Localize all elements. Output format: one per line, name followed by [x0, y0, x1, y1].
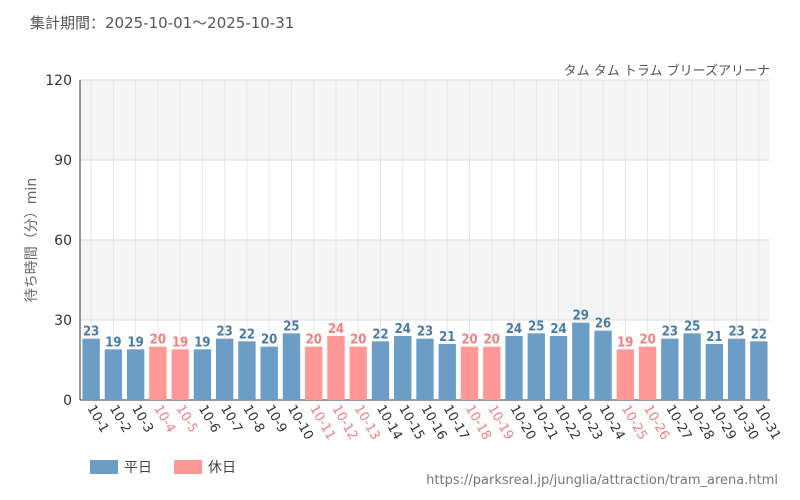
bar-10-29: [705, 344, 724, 400]
x-tick-label: 10-9: [262, 403, 290, 436]
bar-value-label: 23: [417, 325, 433, 340]
chart-title: タム タム トラム ブリーズアリーナ: [563, 64, 770, 79]
bar-10-12: [327, 336, 345, 400]
bar-value-label: 19: [128, 335, 144, 350]
bar-value-label: 23: [662, 325, 678, 340]
bar-10-31: [750, 341, 768, 400]
legend-item-holiday[interactable]: 休日: [174, 457, 236, 477]
bar-value-label: 26: [595, 317, 611, 332]
bar-10-4: [149, 346, 167, 400]
source-url[interactable]: https://parksreal.jp/junglia/attraction/…: [426, 473, 778, 488]
bar-10-27: [661, 338, 679, 400]
bar-value-label: 19: [194, 335, 210, 350]
y-tick-label: 90: [54, 153, 72, 169]
bar-10-30: [727, 338, 746, 400]
bar-value-label: 20: [150, 333, 166, 348]
bar-value-label: 23: [217, 325, 233, 340]
bar-10-24: [594, 330, 612, 400]
bar-10-22: [549, 336, 568, 400]
bar-10-17: [438, 344, 456, 400]
bar-value-label: 19: [105, 335, 121, 350]
bar-10-9: [260, 346, 278, 400]
bar-value-label: 20: [461, 333, 477, 348]
y-tick-label: 30: [54, 313, 72, 329]
bar-10-20: [505, 336, 523, 400]
x-tick-label: 10-4: [150, 403, 178, 436]
bar-10-8: [238, 341, 256, 400]
bar-10-7: [215, 338, 234, 400]
bar-10-18: [460, 346, 479, 400]
bar-value-label: 23: [83, 325, 99, 340]
bar-10-21: [527, 333, 545, 400]
bar-10-14: [371, 341, 390, 400]
x-tick-label: 10-7: [217, 403, 245, 436]
bar-10-13: [349, 346, 367, 400]
period-label: 集計期間：2025-10-01～2025-10-31: [30, 14, 295, 32]
bar-value-label: 20: [306, 333, 322, 348]
bar-value-label: 21: [706, 330, 722, 345]
bar-value-label: 23: [728, 325, 744, 340]
bar-value-label: 19: [172, 335, 188, 350]
y-tick-label: 120: [45, 73, 72, 89]
bar-10-10: [282, 333, 301, 400]
bar-10-1: [82, 338, 100, 400]
bar-value-label: 24: [550, 322, 566, 337]
bar-value-label: 24: [328, 322, 344, 337]
bar-value-label: 22: [372, 327, 388, 342]
bar-10-28: [683, 333, 701, 400]
bar-10-6: [193, 349, 212, 400]
bar-10-26: [638, 346, 657, 400]
bar-value-label: 20: [639, 333, 655, 348]
legend: 平日 休日: [90, 457, 258, 477]
bar-10-5: [171, 349, 189, 400]
y-tick-label: 60: [54, 233, 72, 249]
legend-item-weekday[interactable]: 平日: [90, 457, 152, 477]
bar-10-2: [104, 349, 123, 400]
x-tick-label: 10-2: [106, 403, 134, 436]
bar-10-16: [416, 338, 434, 400]
bar-value-label: 20: [261, 333, 277, 348]
y-axis-label: 待ち時間（分）min: [24, 178, 40, 302]
bar-10-25: [616, 349, 635, 400]
bar-value-label: 21: [439, 330, 455, 345]
x-tick-label: 10-3: [128, 403, 156, 436]
bar-value-label: 25: [684, 319, 700, 334]
bar-10-15: [394, 336, 412, 400]
x-tick-label: 10-8: [239, 403, 267, 436]
legend-label-weekday: 平日: [124, 460, 152, 476]
bar-value-label: 25: [283, 319, 299, 334]
bar-10-3: [126, 349, 145, 400]
bar-10-11: [305, 346, 323, 400]
legend-swatch-holiday: [174, 460, 202, 474]
bar-10-23: [572, 322, 590, 400]
bar-value-label: 25: [528, 319, 544, 334]
bar-value-label: 22: [751, 327, 767, 342]
y-tick-label: 0: [63, 393, 72, 409]
x-tick-label: 10-1: [84, 403, 112, 436]
bar-value-label: 19: [617, 335, 633, 350]
legend-label-holiday: 休日: [208, 460, 236, 476]
bar-value-label: 24: [506, 322, 522, 337]
bar-10-19: [483, 346, 501, 400]
bar-value-label: 20: [484, 333, 500, 348]
legend-swatch-weekday: [90, 460, 118, 474]
x-tick-label: 10-5: [173, 403, 201, 436]
x-tick-label: 10-6: [195, 403, 223, 436]
bar-value-label: 22: [239, 327, 255, 342]
bar-value-label: 24: [395, 322, 411, 337]
bar-value-label: 29: [573, 309, 589, 324]
bar-value-label: 20: [350, 333, 366, 348]
